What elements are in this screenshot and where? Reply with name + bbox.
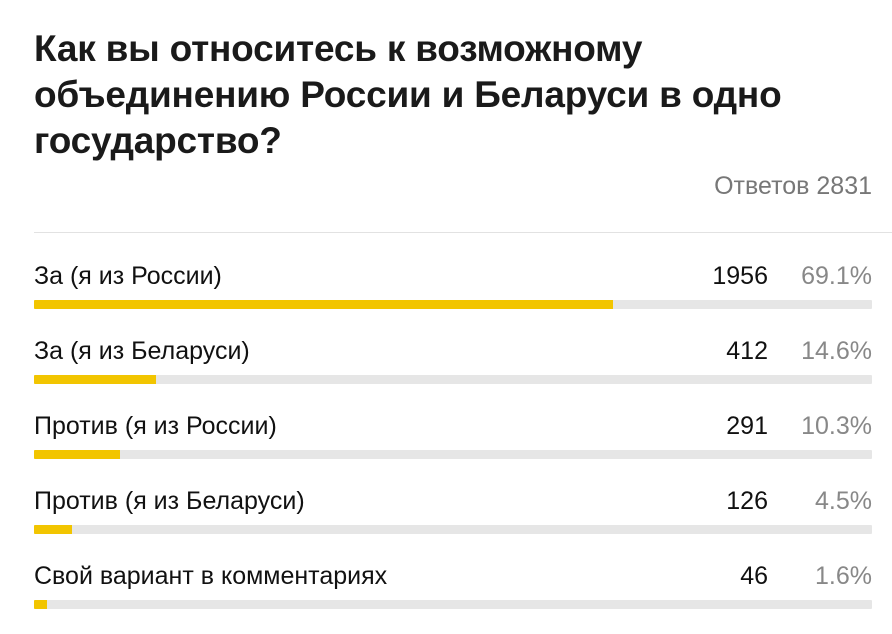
total-responses: Ответов 2831 [714, 172, 872, 200]
poll-option-for-russia[interactable]: За (я из России) 1956 69.1% [34, 258, 872, 333]
poll-options: За (я из России) 1956 69.1% За (я из Бел… [34, 258, 872, 633]
option-bar-track [34, 300, 872, 309]
option-bar-fill [34, 525, 72, 534]
option-percent: 1.6% [815, 562, 872, 590]
option-bar-fill [34, 450, 121, 459]
option-percent: 14.6% [801, 337, 872, 365]
option-label: Свой вариант в комментариях [34, 562, 388, 590]
option-count: 46 [740, 562, 768, 590]
option-bar-fill [34, 300, 614, 309]
option-bar-track [34, 375, 872, 384]
poll-option-for-belarus[interactable]: За (я из Беларуси) 412 14.6% [34, 333, 872, 408]
option-percent: 4.5% [815, 487, 872, 515]
option-label: Против (я из России) [34, 412, 277, 440]
option-count: 412 [726, 337, 768, 365]
option-percent: 10.3% [801, 412, 872, 440]
poll-option-against-russia[interactable]: Против (я из России) 291 10.3% [34, 408, 872, 483]
option-bar-track [34, 600, 872, 609]
option-label: Против (я из Беларуси) [34, 487, 305, 515]
poll-widget: Как вы относитесь к возможному объединен… [34, 0, 892, 634]
option-label: За (я из Беларуси) [34, 337, 250, 365]
option-percent: 69.1% [801, 262, 872, 290]
option-bar-fill [34, 375, 157, 384]
poll-option-own-variant[interactable]: Свой вариант в комментариях 46 1.6% [34, 558, 872, 633]
poll-question: Как вы относитесь к возможному объединен… [34, 28, 782, 161]
option-count: 126 [726, 487, 768, 515]
option-bar-fill [34, 600, 48, 609]
option-bar-track [34, 450, 872, 459]
option-bar-track [34, 525, 872, 534]
option-count: 291 [726, 412, 768, 440]
divider [34, 232, 892, 233]
option-count: 1956 [712, 262, 768, 290]
option-label: За (я из России) [34, 262, 222, 290]
poll-option-against-belarus[interactable]: Против (я из Беларуси) 126 4.5% [34, 483, 872, 558]
